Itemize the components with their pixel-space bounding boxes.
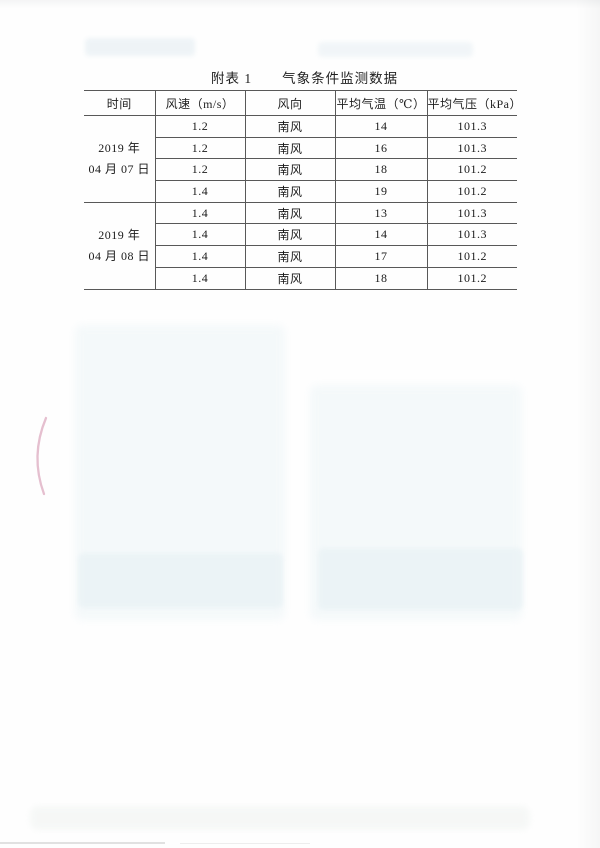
col-header-time: 时间: [84, 90, 156, 116]
pressure-cell: 101.3: [426, 136, 517, 160]
wind-direction-cell: 南风: [244, 136, 336, 160]
table-row: 1.4 南风 19 101.2: [84, 180, 517, 203]
wind-speed-cell: 1.4: [154, 245, 246, 268]
date-cell-2019-04-08: 2019 年 04 月 08 日: [84, 201, 156, 290]
pressure-cell: 101.2: [426, 266, 517, 290]
wind-direction-cell: 南风: [244, 223, 336, 247]
wind-speed-cell: 1.2: [154, 158, 246, 182]
col-header-pressure: 平均气压（kPa）: [426, 90, 522, 116]
scan-edge-line: [0, 842, 165, 844]
pressure-cell: 101.2: [426, 180, 517, 203]
temperature-cell: 18: [334, 158, 428, 182]
wind-direction-cell: 南风: [244, 158, 336, 182]
wind-direction-cell: 南风: [244, 201, 336, 225]
wind-speed-cell: 1.2: [154, 136, 246, 160]
pressure-cell: 101.3: [426, 223, 517, 247]
temperature-cell: 16: [334, 136, 428, 160]
temperature-cell: 14: [334, 223, 428, 247]
date-year: 2019 年: [98, 140, 141, 155]
wind-direction-cell: 南风: [244, 115, 336, 138]
table-row: 1.4 南风 14 101.3: [84, 223, 517, 247]
wind-speed-cell: 1.4: [154, 201, 246, 225]
table-row: 2019 年 04 月 08 日 1.4 南风 13 101.3: [84, 201, 517, 290]
wind-direction-cell: 南风: [244, 245, 336, 268]
bleedthrough-smudge-top-left: [85, 38, 195, 56]
weather-monitoring-table: 时间 风速（m/s） 风向 平均气温（℃） 平均气压（kPa） 2019 年 0…: [84, 90, 522, 290]
document-title: 附表 1 气象条件监测数据: [211, 67, 398, 87]
temperature-cell: 19: [334, 180, 428, 203]
temperature-cell: 13: [334, 201, 428, 225]
header-row: 时间 风速（m/s） 风向 平均气温（℃） 平均气压（kPa）: [84, 90, 522, 116]
bleedthrough-ghost-block: [318, 548, 523, 610]
pressure-cell: 101.2: [426, 245, 517, 268]
table-row: 1.2 南风 16 101.3: [84, 136, 517, 160]
date-year: 2019 年: [98, 227, 141, 242]
seal-bleedthrough-arc: [36, 416, 48, 496]
scan-edge-line: [180, 843, 310, 844]
scan-noise-band: [30, 806, 530, 830]
bleedthrough-ghost-patch: [75, 325, 285, 620]
temperature-cell: 14: [334, 115, 428, 138]
table-title-text: 气象条件监测数据: [282, 71, 399, 86]
col-header-wind-direction: 风向: [244, 90, 336, 116]
table-number-label: 附表 1: [211, 71, 253, 86]
col-header-temperature: 平均气温（℃）: [334, 90, 428, 116]
pressure-cell: 101.3: [426, 201, 517, 225]
bleedthrough-ghost-block: [78, 553, 283, 608]
temperature-cell: 17: [334, 245, 428, 268]
wind-speed-cell: 1.2: [154, 115, 246, 138]
date-month-day: 04 月 07 日: [88, 161, 150, 176]
pressure-cell: 101.2: [426, 158, 517, 182]
wind-speed-cell: 1.4: [154, 180, 246, 203]
pressure-cell: 101.3: [426, 115, 517, 138]
table-row: 2019 年 04 月 07 日 1.2 南风 14 101.3: [84, 115, 517, 203]
temperature-cell: 18: [334, 266, 428, 290]
bleedthrough-smudge-top-right: [318, 42, 473, 57]
table-row: 1.4 南风 18 101.2: [84, 266, 517, 290]
wind-speed-cell: 1.4: [154, 266, 246, 290]
col-header-wind-speed: 风速（m/s）: [154, 90, 246, 116]
bleedthrough-ghost-patch: [310, 385, 522, 620]
date-cell-2019-04-07: 2019 年 04 月 07 日: [84, 115, 156, 203]
table-row: 1.2 南风 18 101.2: [84, 158, 517, 182]
wind-direction-cell: 南风: [244, 266, 336, 290]
wind-speed-cell: 1.4: [154, 223, 246, 247]
date-month-day: 04 月 08 日: [88, 248, 150, 263]
wind-direction-cell: 南风: [244, 180, 336, 203]
